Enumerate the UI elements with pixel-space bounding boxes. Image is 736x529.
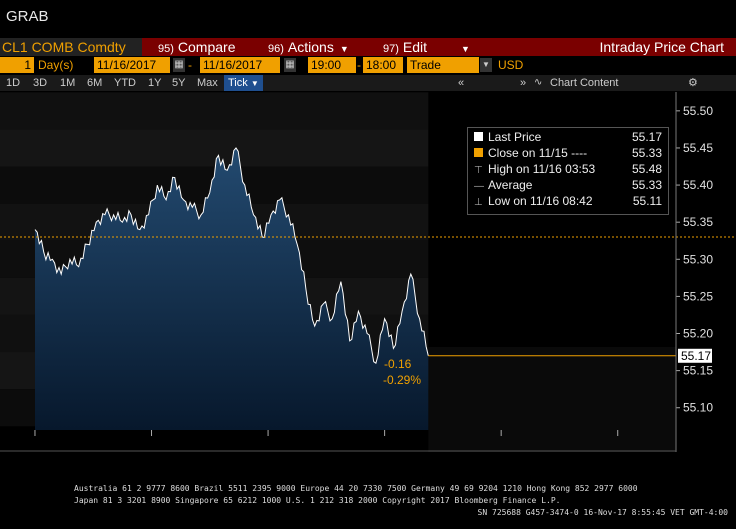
low-marker-icon: ⊥ xyxy=(474,197,483,208)
options-bar: 1 Day(s) 11/16/2017 ▦ - 11/16/2017 ▦ 19:… xyxy=(0,57,736,74)
legend-value: 55.33 xyxy=(631,178,662,192)
legend-label: Close on 11/15 ---- xyxy=(488,146,588,160)
footer: Australia 61 2 9777 8600 Brazil 5511 239… xyxy=(0,478,736,529)
y-tick-label: 55.40 xyxy=(683,178,713,192)
tick-dropdown[interactable]: Tick ▼ xyxy=(224,75,263,91)
y-tick-label: 55.20 xyxy=(683,327,713,341)
time-separator: - xyxy=(357,58,361,72)
legend-label: High on 11/16 03:53 xyxy=(488,162,596,176)
legend-value: 55.11 xyxy=(632,194,662,208)
tick-label: Tick xyxy=(228,77,248,89)
legend-item-average: — Average xyxy=(474,178,532,192)
calendar-icon[interactable]: ▦ xyxy=(284,58,296,72)
change-label: -0.16 xyxy=(384,357,412,371)
actions-button[interactable]: 96) Actions ▼ xyxy=(268,38,349,56)
command-bar: CL1 COMB Comdty 95) Compare 96) Actions ▼ 9… xyxy=(0,38,736,56)
y-axis: 55.50 55.45 55.40 55.35 55.30 55.25 55.20 55.15… xyxy=(675,92,713,452)
legend-label: Average xyxy=(488,178,533,192)
window-title-bar: GRAB xyxy=(0,0,736,36)
y-tick-label: 55.30 xyxy=(683,252,713,266)
chart-content-icon: ∿ xyxy=(534,77,543,88)
actions-chevron-down-icon: ▼ xyxy=(339,44,349,54)
legend-label: Low on 11/16 08:42 xyxy=(488,194,593,208)
edit-button[interactable]: 97) Edit ▼ xyxy=(383,38,470,56)
footer-line-1: Australia 61 2 9777 8600 Brazil 5511 239… xyxy=(74,484,638,493)
compare-button[interactable]: 95) Compare xyxy=(158,38,236,56)
compare-label: Compare xyxy=(177,39,236,55)
collapse-left-icon[interactable]: « xyxy=(458,77,465,89)
range-1y-button[interactable]: 1Y xyxy=(148,77,162,89)
edit-chevron-down-icon: ▼ xyxy=(461,44,470,54)
last-price-tag xyxy=(678,348,712,363)
legend-swatch-icon xyxy=(474,132,483,141)
y-tick-label: 55.10 xyxy=(683,401,713,415)
range-5y-button[interactable]: 5Y xyxy=(172,77,186,89)
footer-line-3: SN 725688 G457-3474-0 16-Nov-17 8:55:45 … xyxy=(477,508,728,517)
last-price-tag-text: 55.17 xyxy=(681,349,711,363)
legend: Last Price 55.17 Close on 11/15 ---- 55.… xyxy=(467,127,669,215)
range-max-button[interactable]: Max xyxy=(197,77,218,89)
gear-icon[interactable]: ⚙ xyxy=(688,77,698,89)
legend-value: 55.33 xyxy=(631,146,662,160)
price-band xyxy=(0,129,429,167)
start-date-input[interactable]: 11/16/2017 xyxy=(94,57,170,73)
window-title: GRAB xyxy=(6,8,49,25)
footer-line-2: Japan 81 3 3201 8900 Singapore 65 6212 1… xyxy=(74,496,561,505)
future-zone xyxy=(428,347,676,452)
legend-item-low: ⊥ Low on 11/16 08:42 xyxy=(474,194,593,208)
date-separator: - xyxy=(188,58,192,72)
legend-item-high: ⊤ High on 11/16 03:53 xyxy=(474,162,595,176)
y-tick-label: 55.15 xyxy=(683,364,713,378)
legend-label: Last Price xyxy=(488,130,542,144)
end-time-input[interactable]: 18:00 xyxy=(363,57,403,73)
y-tick-label: 55.45 xyxy=(683,141,713,155)
chevron-down-icon[interactable]: ▼ xyxy=(480,58,492,72)
y-tick-label: 55.35 xyxy=(683,215,713,229)
x-axis: 20:0000:0004:0008:0012:0016:0016 Nov 201… xyxy=(0,430,676,452)
y-tick-label: 55.50 xyxy=(683,104,713,118)
range-6m-button[interactable]: 6M xyxy=(87,77,103,89)
legend-swatch-icon xyxy=(474,148,483,157)
days-input[interactable]: 1 xyxy=(0,57,34,73)
price-line xyxy=(34,147,429,365)
legend-item-last-price: Last Price xyxy=(474,130,541,144)
actions-num: 96) xyxy=(268,43,284,55)
price-area xyxy=(35,148,429,430)
compare-num: 95) xyxy=(158,43,174,55)
event-select[interactable]: Trade xyxy=(407,57,479,73)
legend-item-close: Close on 11/15 ---- xyxy=(474,146,587,160)
expand-right-icon[interactable]: » xyxy=(520,77,527,89)
range-3d-button[interactable]: 3D xyxy=(33,77,48,89)
edit-num: 97) xyxy=(383,43,399,55)
range-bar: 1D 3D 1M 6M YTD 1Y 5Y Max Tick ▼ « » ∿ C… xyxy=(0,75,736,91)
chart-title: Intraday Price Chart xyxy=(599,39,725,55)
edit-label: Edit xyxy=(402,39,428,55)
y-tick-label: 55.25 xyxy=(683,289,713,303)
security-field[interactable]: CL1 COMB Comdty xyxy=(0,38,142,56)
end-date-input[interactable]: 11/16/2017 xyxy=(200,57,280,73)
high-marker-icon: ⊤ xyxy=(474,165,483,176)
average-marker-icon: — xyxy=(474,181,484,192)
actions-label: Actions xyxy=(287,39,334,55)
currency-label: USD xyxy=(498,58,524,72)
legend-value: 55.17 xyxy=(631,130,662,144)
legend-value: 55.48 xyxy=(631,162,662,176)
range-ytd-button[interactable]: YTD xyxy=(114,77,136,89)
range-1d-button[interactable]: 1D xyxy=(6,77,21,89)
days-label: Day(s) xyxy=(38,58,74,72)
change-pct-label: -0.29% xyxy=(383,373,421,387)
start-time-input[interactable]: 19:00 xyxy=(308,57,356,73)
chart-content-button[interactable]: Chart Content xyxy=(550,77,619,89)
price-band xyxy=(0,92,429,130)
range-1m-button[interactable]: 1M xyxy=(60,77,76,89)
calendar-icon[interactable]: ▦ xyxy=(173,58,185,72)
chevron-down-icon: ▼ xyxy=(250,79,259,88)
